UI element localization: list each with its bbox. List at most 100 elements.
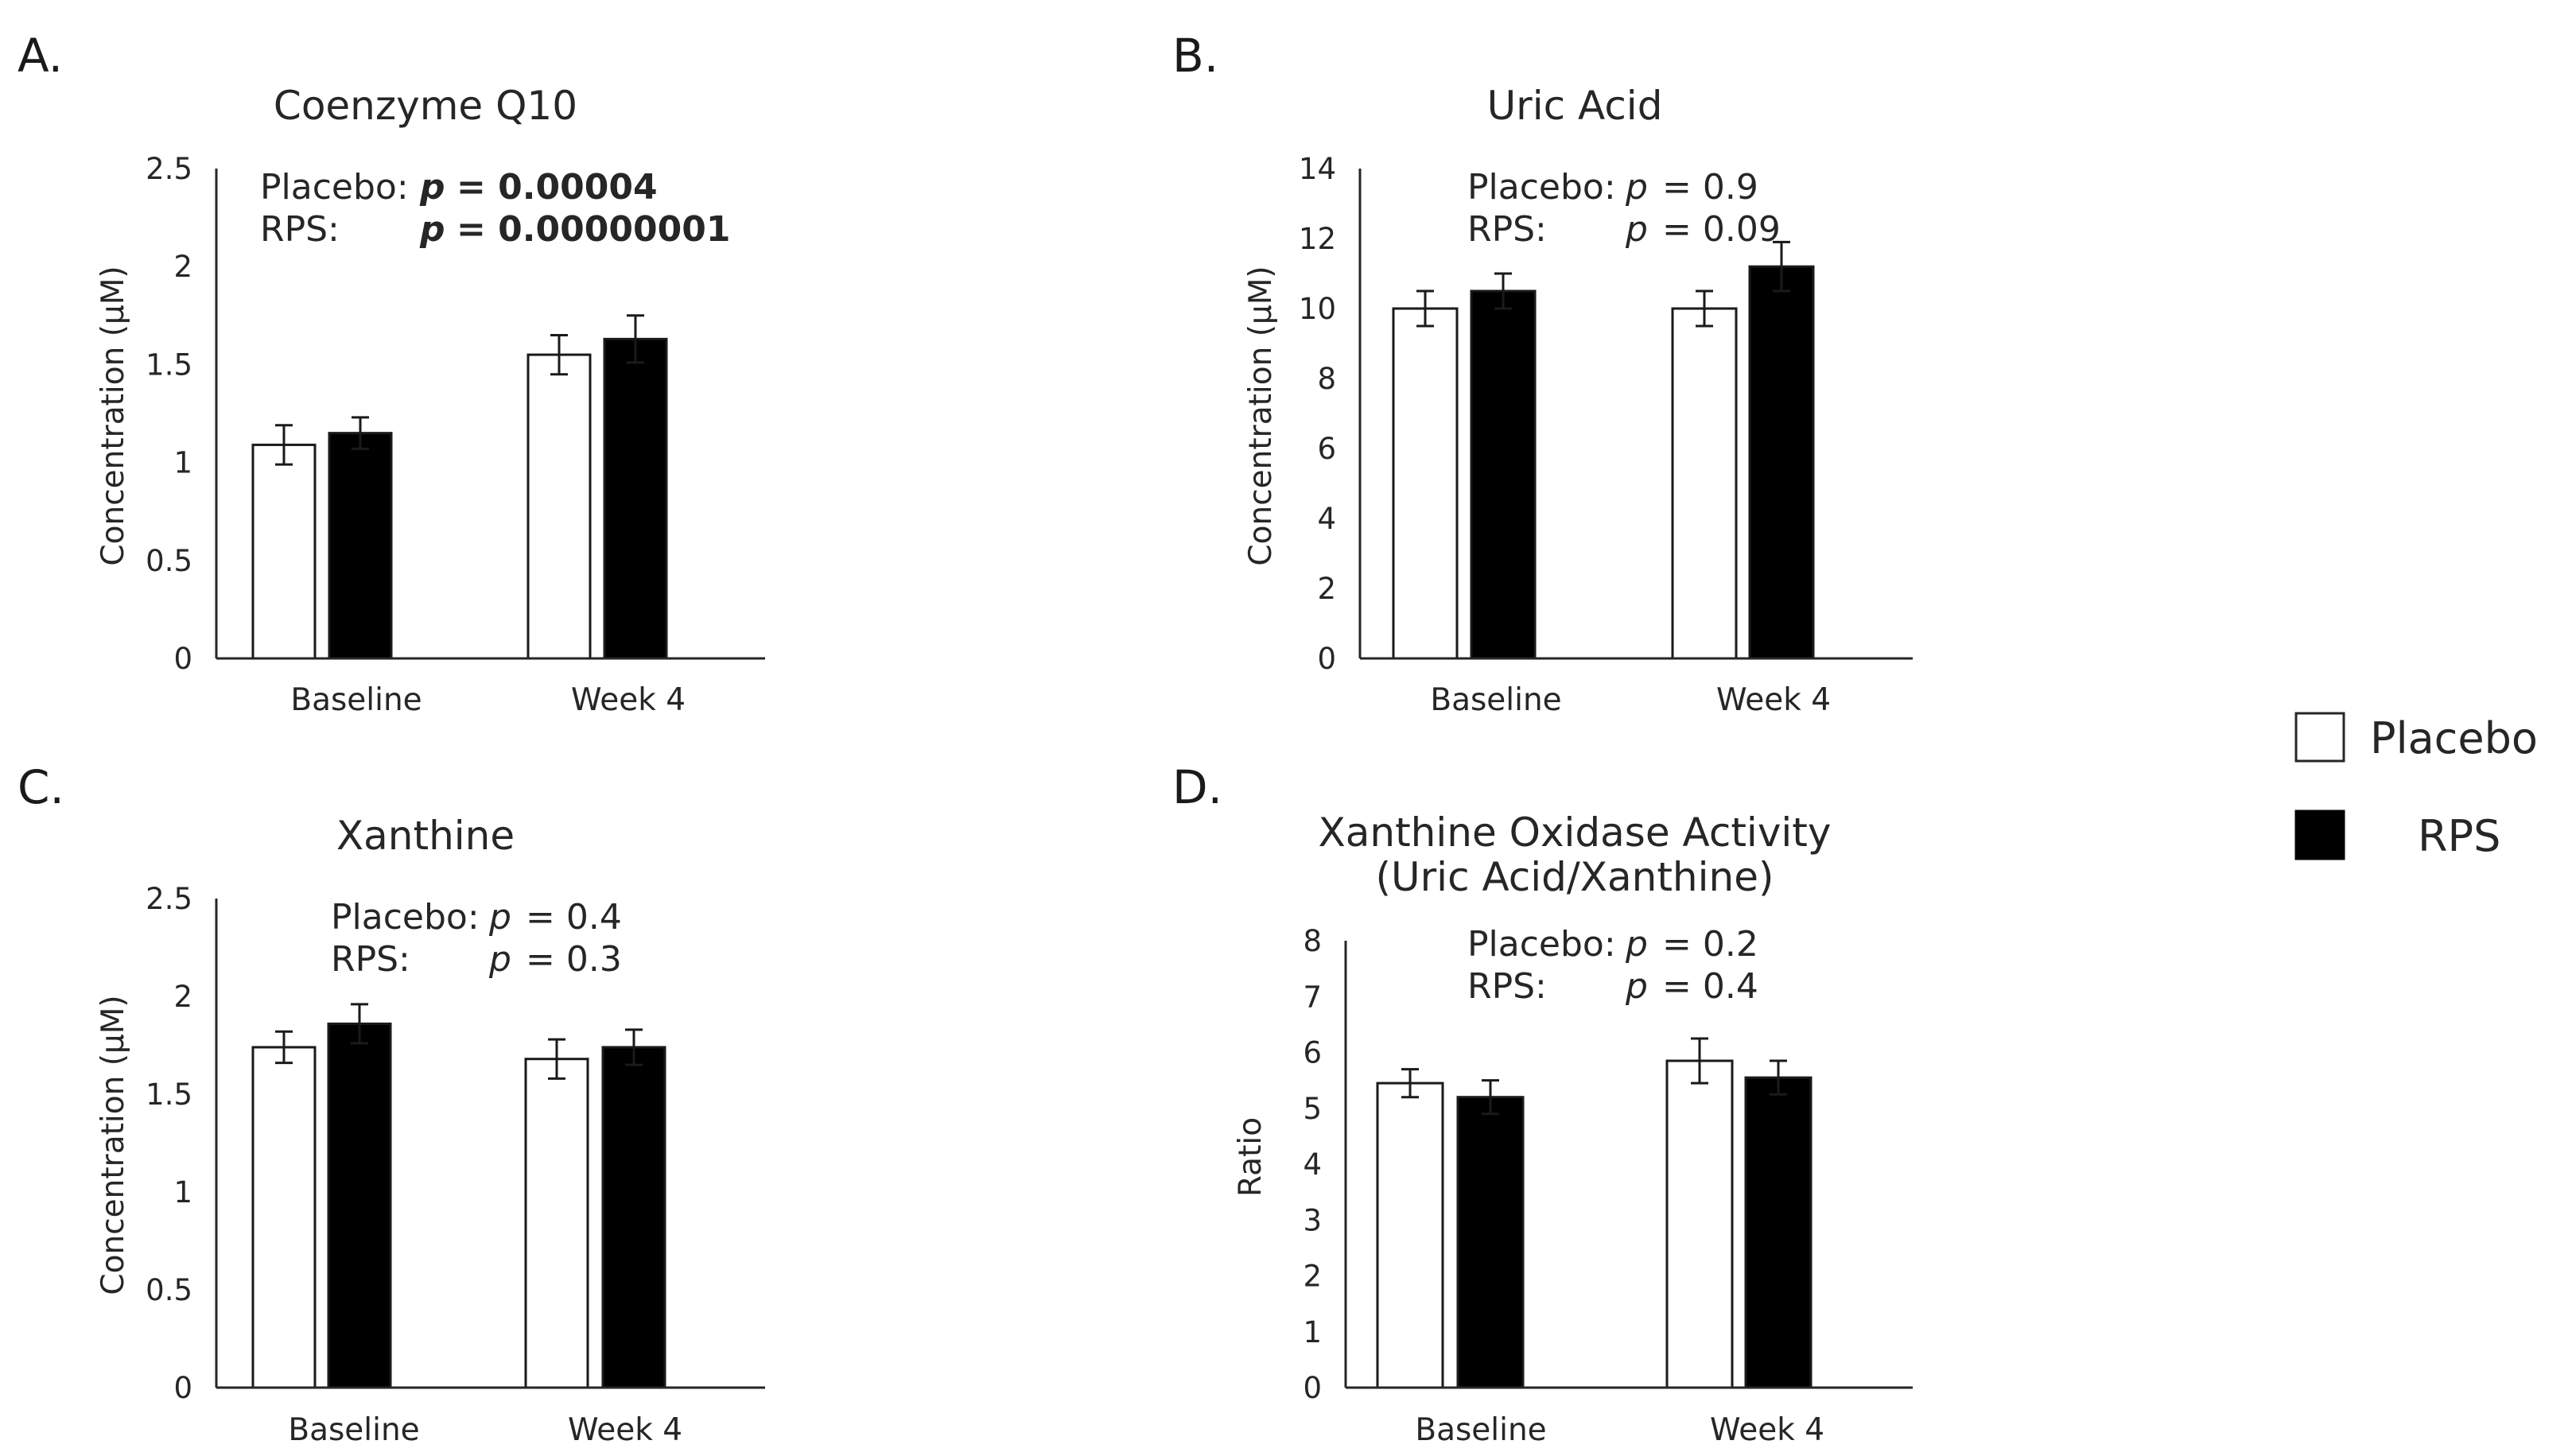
stat-value: = 0.3: [526, 939, 622, 980]
stat-label: RPS:: [1467, 209, 1547, 250]
stat-label: RPS:: [1467, 966, 1547, 1007]
y-tick-label: 2: [173, 980, 192, 1014]
y-tick-group: 0 0.5 1 1.5 2 2.5: [146, 152, 192, 676]
bar-placebo: [251, 1046, 317, 1389]
chart-title: Xanthine: [336, 813, 515, 859]
bar-placebo: [1671, 307, 1738, 660]
stat-p-symbol: p: [1625, 167, 1648, 208]
stat-value: = 0.4: [526, 897, 622, 938]
x-tick-label: Week 4: [571, 682, 686, 718]
x-tick-label: Week 4: [1710, 1412, 1824, 1448]
stat-label: Placebo:: [260, 167, 409, 208]
axes: [1344, 941, 1913, 1389]
y-tick-label: 5: [1303, 1092, 1322, 1126]
y-tick-label: 10: [1299, 292, 1336, 326]
bar-placebo: [1376, 1081, 1444, 1389]
stat-value: = 0.00000001: [457, 209, 730, 250]
y-tick-label: 12: [1299, 222, 1336, 256]
y-tick-label: 6: [1317, 432, 1336, 466]
y-tick-label: 1.5: [146, 1077, 192, 1112]
stat-label: Placebo:: [1467, 167, 1616, 208]
y-tick-group: 0 2 4 6 8 10 12 14: [1299, 152, 1336, 676]
y-tick-label: 3: [1303, 1203, 1322, 1237]
x-tick-label: Baseline: [288, 1412, 419, 1448]
bar-group: [251, 1003, 666, 1389]
bar-group: [1376, 1037, 1813, 1389]
legend-swatch-placebo: [2294, 712, 2345, 763]
panel-label: D.: [1172, 760, 1222, 814]
axes: [215, 899, 765, 1389]
x-tick-label: Week 4: [1716, 682, 1831, 718]
y-tick-label: 1: [173, 1175, 192, 1209]
panel-label: B.: [1172, 29, 1218, 83]
x-tick-group: Baseline Week 4: [290, 682, 686, 718]
y-tick-label: 14: [1299, 152, 1336, 186]
y-tick-group: 0 0.5 1 1.5 2 2.5: [146, 882, 192, 1405]
panel-label: A.: [17, 29, 63, 83]
y-tick-label: 8: [1317, 362, 1336, 396]
stat-value: = 0.2: [1662, 924, 1758, 965]
y-tick-label: 2: [1317, 572, 1336, 606]
stat-label: RPS:: [260, 209, 340, 250]
stat-label: Placebo:: [331, 897, 480, 938]
y-tick-label: 2.5: [146, 882, 192, 916]
y-tick-label: 1: [1303, 1315, 1322, 1349]
panel-label: C.: [17, 760, 64, 814]
y-tick-label: 6: [1303, 1036, 1322, 1070]
y-tick-group: 0 1 2 3 4 5 6 7 8: [1303, 924, 1322, 1405]
y-tick-label: 0.5: [146, 1273, 192, 1307]
bar-rps: [328, 432, 393, 660]
y-axis-label: Concentration (μM): [95, 266, 131, 565]
bar-rps: [1456, 1096, 1525, 1389]
stat-value: = 0.00004: [457, 167, 658, 208]
bar-rps: [603, 337, 668, 660]
x-tick-group: Baseline Week 4: [1415, 1412, 1824, 1448]
bar-placebo: [524, 1058, 589, 1389]
legend: Placebo RPS: [2294, 712, 2538, 861]
axes: [215, 169, 765, 660]
legend-swatch-rps: [2294, 810, 2345, 860]
stat-label: Placebo:: [1467, 924, 1616, 965]
y-axis-label: Concentration (μM): [95, 995, 131, 1295]
bar-rps: [1470, 289, 1537, 660]
bar-group: [251, 314, 668, 660]
x-tick-label: Baseline: [1415, 1412, 1546, 1448]
stats-annotation: Placebo: p = 0.4 RPS: p = 0.3: [331, 897, 622, 980]
y-tick-label: 8: [1303, 924, 1322, 958]
bar-placebo: [1392, 307, 1459, 660]
y-tick-label: 2.5: [146, 152, 192, 186]
panel-a: A. Coenzyme Q10 Concentration (μM) 0 0.5 1…: [17, 29, 765, 718]
y-tick-label: 0: [173, 1371, 192, 1405]
x-tick-group: Baseline Week 4: [1430, 682, 1831, 718]
stats-annotation: Placebo: p = 0.9 RPS: p = 0.09: [1467, 167, 1781, 250]
stat-p-symbol: p: [488, 939, 511, 980]
bar-placebo: [1665, 1059, 1734, 1389]
y-tick-label: 2: [1303, 1260, 1322, 1294]
chart-subtitle: (Uric Acid/Xanthine): [1376, 854, 1774, 900]
stat-p-symbol: p: [1625, 209, 1648, 250]
y-tick-label: 4: [1303, 1147, 1322, 1182]
panel-c: C. Xanthine Concentration (μM) 0 0.5 1 1.5 2…: [17, 760, 765, 1448]
chart-title: Xanthine Oxidase Activity: [1318, 810, 1831, 856]
stat-p-symbol: p: [1625, 966, 1648, 1007]
x-tick-label: Week 4: [568, 1412, 682, 1448]
bar-rps: [1744, 1076, 1813, 1389]
bar-rps: [601, 1046, 666, 1389]
bar-placebo: [251, 443, 317, 660]
bar-group: [1392, 240, 1815, 660]
bar-rps: [1748, 265, 1815, 660]
y-tick-label: 1: [173, 446, 192, 480]
chart-title: Uric Acid: [1487, 83, 1663, 129]
stat-p-symbol: p: [419, 167, 445, 208]
panel-b: B. Uric Acid Concentration (μM) 0 2 4 6 8 10 1…: [1172, 29, 1913, 718]
legend-label-placebo: Placebo: [2370, 713, 2538, 763]
y-tick-label: 0.5: [146, 544, 192, 578]
legend-label-rps: RPS: [2418, 811, 2500, 861]
y-tick-label: 0: [1303, 1371, 1322, 1405]
x-tick-group: Baseline Week 4: [288, 1412, 682, 1448]
y-tick-label: 1.5: [146, 347, 192, 382]
y-axis-label: Ratio: [1233, 1117, 1269, 1197]
axes: [1358, 169, 1913, 660]
stat-label: RPS:: [331, 939, 410, 980]
